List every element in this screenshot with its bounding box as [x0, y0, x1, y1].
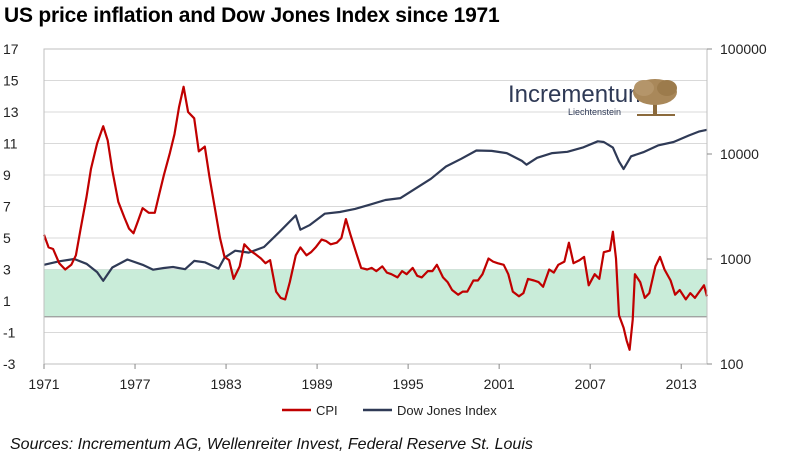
- left-tick-label: 13: [3, 104, 19, 120]
- left-tick-label: 1: [3, 293, 11, 309]
- left-tick-label: -1: [3, 325, 16, 341]
- x-tick-label: 1983: [210, 376, 241, 392]
- left-tick-label: -3: [3, 356, 16, 372]
- left-tick-label: 15: [3, 73, 19, 89]
- cpi-series-line: [42, 85, 709, 351]
- logo-name: Incrementum: [508, 81, 648, 108]
- logo-subtitle: Liechtenstein: [568, 107, 621, 117]
- x-tick-label: 2013: [666, 376, 697, 392]
- right-tick-label: 100: [720, 356, 744, 372]
- left-tick-label: 17: [3, 41, 19, 57]
- x-tick-label: 1977: [119, 376, 150, 392]
- chart-canvas: 17 15 13 11 9 7 5 3 1 -1 -3 100000 10000 1000 100 197…: [3, 41, 767, 418]
- x-tick-label: 2001: [484, 376, 515, 392]
- x-axis: 1971 1977 1983 1989 1995 2001 2007 2013: [28, 364, 697, 392]
- left-axis: 17 15 13 11 9 7 5 3 1 -1 -3: [3, 41, 19, 372]
- chart-title: US price inflation and Dow Jones Index s…: [4, 4, 500, 27]
- x-tick-label: 1995: [393, 376, 424, 392]
- legend-cpi-label: CPI: [316, 403, 338, 418]
- x-tick-label: 2007: [575, 376, 606, 392]
- target-band: [44, 269, 707, 317]
- left-tick-label: 9: [3, 167, 11, 183]
- right-tick-label: 1000: [720, 251, 751, 267]
- series-layer: [42, 85, 709, 351]
- tree-icon: [633, 79, 677, 116]
- x-tick-label: 1971: [28, 376, 59, 392]
- legend: CPI Dow Jones Index: [282, 403, 497, 418]
- right-tick-label: 10000: [720, 146, 759, 162]
- x-tick-label: 1989: [302, 376, 333, 392]
- left-tick-label: 11: [3, 136, 18, 152]
- source-note: Sources: Incrementum AG, Wellenreiter In…: [10, 436, 533, 453]
- right-tick-label: 100000: [720, 41, 767, 57]
- left-tick-label: 7: [3, 199, 11, 215]
- dow-jones-series-line: [43, 128, 708, 282]
- left-tick-label: 5: [3, 230, 11, 246]
- right-axis: 100000 10000 1000 100: [707, 41, 767, 372]
- incrementum-logo: Incrementum Liechtenstein: [508, 79, 677, 117]
- left-tick-label: 3: [3, 262, 11, 278]
- legend-dow-label: Dow Jones Index: [397, 403, 497, 418]
- plot-frame: [43, 48, 708, 365]
